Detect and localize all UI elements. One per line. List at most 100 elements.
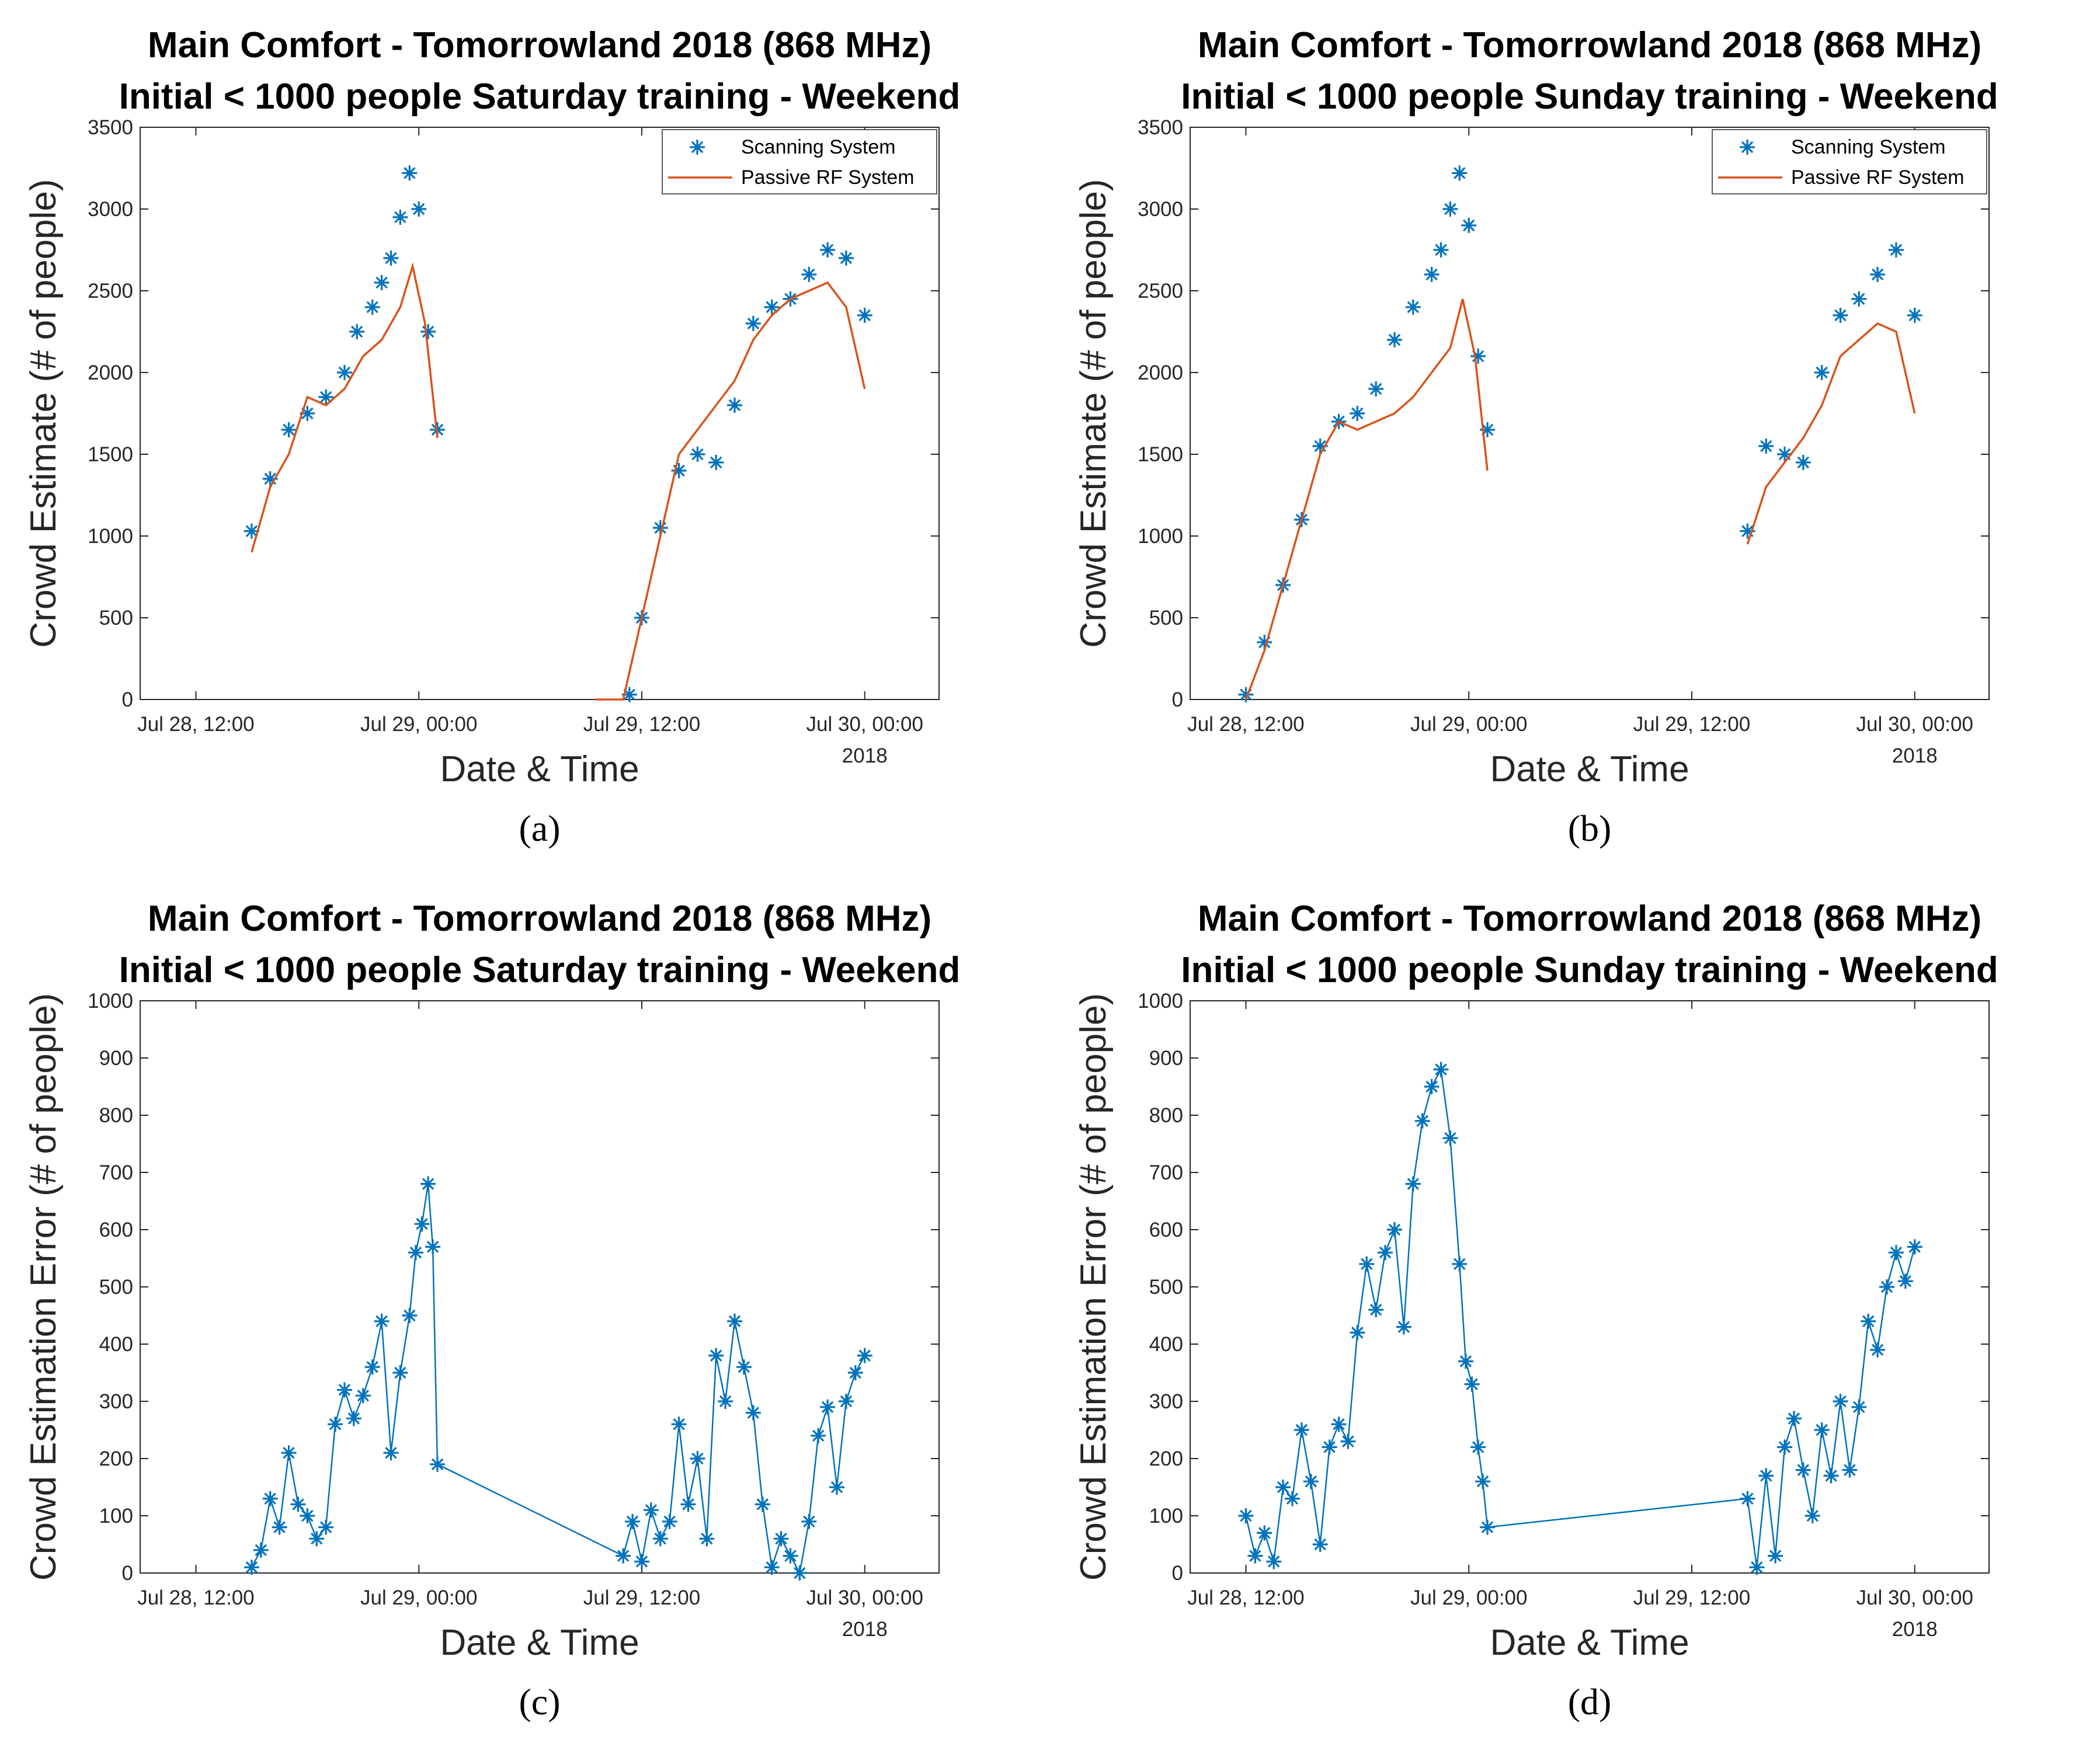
x-axis-label: Date & Time	[1490, 749, 1689, 789]
y-tick-label: 500	[99, 1276, 133, 1299]
data-point	[1414, 1113, 1430, 1129]
data-point	[425, 1239, 441, 1255]
data-point	[1359, 1256, 1375, 1272]
data-point	[420, 324, 436, 339]
data-point	[1758, 1468, 1774, 1484]
plot-area	[140, 1000, 940, 1574]
data-point	[364, 300, 380, 315]
x-tick-label: Jul 30, 00:00	[806, 713, 923, 736]
data-point	[671, 463, 687, 478]
chart-title-line: Initial < 1000 people Sunday training - …	[1181, 950, 1998, 990]
data-point	[699, 1531, 715, 1547]
data-point	[1870, 267, 1886, 282]
panel-caption: (d)	[1568, 1681, 1612, 1722]
series-scanning-system	[244, 165, 872, 702]
data-point	[745, 316, 761, 331]
chart-title-line: Initial < 1000 people Saturday training …	[119, 76, 961, 117]
data-point	[1861, 1313, 1876, 1329]
data-point	[1368, 381, 1384, 396]
y-tick-label: 2000	[88, 361, 133, 384]
data-point	[1768, 1548, 1783, 1564]
data-point	[1740, 523, 1755, 539]
chart-c: Main Comfort - Tomorrowland 2018 (868 MH…	[23, 899, 960, 1722]
chart-b: Main Comfort - Tomorrowland 2018 (868 MH…	[1073, 25, 1998, 849]
y-tick-label: 300	[1149, 1390, 1183, 1413]
data-point	[764, 1560, 780, 1575]
x-tick-label: Jul 28, 12:00	[1187, 713, 1304, 736]
x-year-label: 2018	[1892, 744, 1938, 767]
y-tick-label: 500	[1149, 1276, 1183, 1299]
x-tick-label: Jul 30, 00:00	[806, 1586, 923, 1609]
data-point	[727, 398, 743, 413]
y-tick-label: 800	[99, 1104, 133, 1127]
x-tick-label: Jul 30, 00:00	[1856, 1586, 1973, 1609]
data-point	[374, 1313, 390, 1329]
data-point	[355, 1388, 371, 1404]
data-point	[336, 1382, 352, 1398]
data-point	[1350, 406, 1365, 421]
panel-b: Main Comfort - Tomorrowland 2018 (868 MH…	[1050, 0, 2100, 874]
y-tick-label: 3500	[1138, 116, 1183, 139]
data-point	[392, 1365, 408, 1380]
data-point	[1331, 1417, 1347, 1432]
y-tick-label: 700	[1149, 1161, 1183, 1184]
data-point	[1833, 1394, 1848, 1409]
data-point	[811, 1428, 826, 1443]
legend-label: Passive RF System	[1791, 166, 1965, 189]
data-point	[1368, 1302, 1384, 1318]
data-point	[736, 1359, 752, 1375]
y-tick-label: 900	[99, 1047, 133, 1070]
y-tick-label: 300	[99, 1390, 133, 1413]
data-point	[745, 1405, 761, 1421]
x-axis-label: Date & Time	[440, 749, 639, 789]
chart-title-line: Main Comfort - Tomorrowland 2018 (868 MH…	[1198, 899, 1981, 939]
y-tick-label: 3500	[88, 116, 133, 139]
data-point	[1433, 1062, 1449, 1077]
data-point	[253, 1542, 269, 1558]
y-tick-label: 1000	[1138, 525, 1183, 548]
data-point	[1749, 1560, 1765, 1575]
y-tick-label: 3000	[88, 198, 133, 221]
data-point	[392, 210, 408, 225]
data-point	[764, 300, 780, 315]
y-tick-label: 0	[122, 688, 133, 711]
panel-a: Main Comfort - Tomorrowland 2018 (868 MH…	[0, 0, 1050, 874]
data-point	[1879, 1279, 1895, 1294]
data-point	[708, 455, 724, 470]
x-year-label: 2018	[842, 744, 888, 767]
data-point	[1814, 1422, 1830, 1438]
chart-title-line: Main Comfort - Tomorrowland 2018 (868 MH…	[148, 899, 931, 939]
series-scanning-system	[1238, 165, 1922, 702]
y-tick-label: 600	[1149, 1219, 1183, 1241]
data-point	[1777, 1439, 1793, 1455]
data-point	[1312, 1537, 1328, 1552]
x-tick-label: Jul 28, 12:00	[137, 713, 254, 736]
data-point	[1405, 300, 1421, 315]
data-point	[820, 242, 836, 257]
data-point	[1795, 455, 1811, 470]
chart-title-line: Main Comfort - Tomorrowland 2018 (868 MH…	[148, 25, 931, 65]
data-point	[621, 687, 637, 702]
data-point	[1452, 165, 1468, 181]
data-point	[1461, 218, 1477, 233]
x-tick-label: Jul 29, 00:00	[360, 713, 477, 736]
data-point	[1396, 1319, 1411, 1335]
data-point	[634, 1554, 649, 1569]
data-point	[643, 1502, 659, 1518]
series-line	[1244, 298, 1916, 700]
y-axis-label: Crowd Estimation Error (# of people)	[1073, 993, 1114, 1581]
data-point	[1888, 242, 1904, 257]
data-point	[857, 308, 872, 323]
y-tick-label: 600	[99, 1219, 133, 1241]
chart-title-line: Initial < 1000 people Sunday training - …	[1181, 76, 1998, 117]
y-tick-label: 500	[1149, 607, 1183, 629]
data-point	[1247, 1548, 1263, 1564]
data-point	[349, 324, 365, 339]
series-passive-rf-system	[1244, 298, 1916, 700]
panel-caption: (a)	[519, 808, 560, 849]
x-tick-label: Jul 29, 12:00	[1633, 1586, 1750, 1609]
y-tick-label: 0	[1172, 688, 1183, 711]
data-point	[1257, 635, 1272, 650]
data-point	[1442, 201, 1458, 217]
